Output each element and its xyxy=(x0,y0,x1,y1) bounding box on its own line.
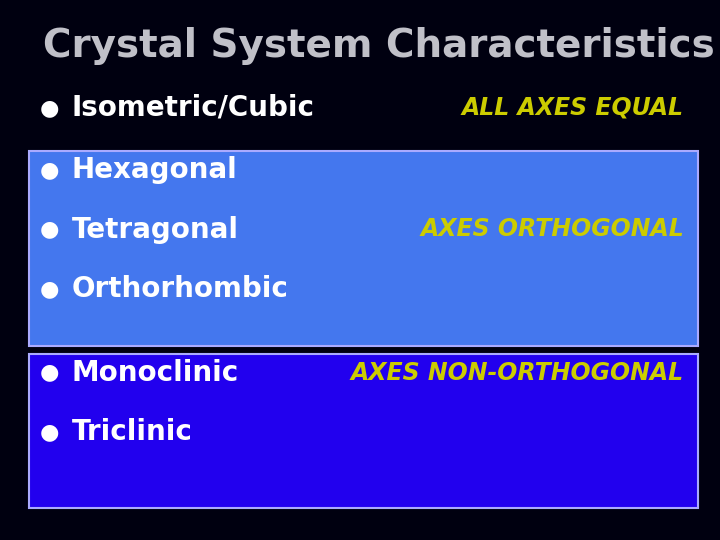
Text: Orthorhombic: Orthorhombic xyxy=(72,275,289,303)
Text: ●: ● xyxy=(40,219,59,240)
Text: ●: ● xyxy=(40,160,59,180)
Text: ●: ● xyxy=(40,362,59,383)
Text: Triclinic: Triclinic xyxy=(72,418,193,446)
Text: Hexagonal: Hexagonal xyxy=(72,156,238,184)
Text: Isometric/Cubic: Isometric/Cubic xyxy=(72,94,315,122)
Text: AXES ORTHOGONAL: AXES ORTHOGONAL xyxy=(420,218,684,241)
Text: AXES NON-ORTHOGONAL: AXES NON-ORTHOGONAL xyxy=(351,361,684,384)
Text: ●: ● xyxy=(40,98,59,118)
Text: Monoclinic: Monoclinic xyxy=(72,359,239,387)
Text: ●: ● xyxy=(40,279,59,299)
Text: Crystal System Characteristics: Crystal System Characteristics xyxy=(43,27,715,65)
Text: Tetragonal: Tetragonal xyxy=(72,215,239,244)
Text: ALL AXES EQUAL: ALL AXES EQUAL xyxy=(462,96,684,120)
Text: ●: ● xyxy=(40,422,59,442)
FancyBboxPatch shape xyxy=(29,151,698,346)
FancyBboxPatch shape xyxy=(29,354,698,508)
